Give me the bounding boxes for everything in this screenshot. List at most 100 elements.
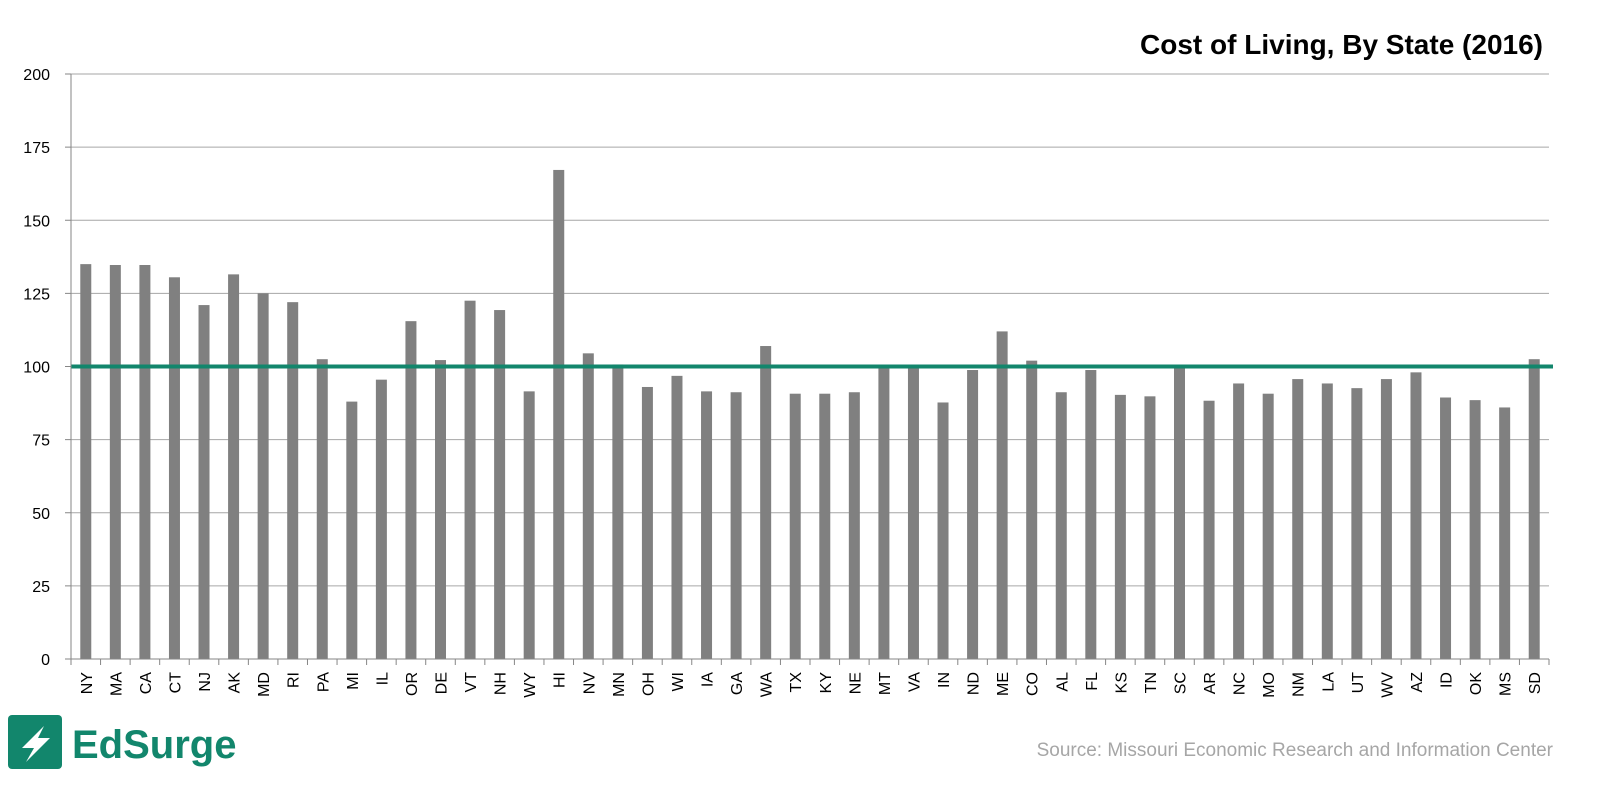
bar-ar xyxy=(1203,400,1215,659)
bar-tx xyxy=(789,393,801,659)
bar-in xyxy=(937,402,949,659)
x-tick-label: GA xyxy=(729,672,746,695)
bar-de xyxy=(435,360,446,659)
bar-fl xyxy=(1085,370,1097,659)
bar-pa xyxy=(316,359,328,659)
bar-mn xyxy=(612,364,624,659)
x-tick-label: MO xyxy=(1261,672,1278,698)
x-tick-label: MA xyxy=(108,672,125,696)
bar-ca xyxy=(139,265,151,659)
chart-title: Cost of Living, By State (2016) xyxy=(1140,29,1543,60)
x-tick-label: MS xyxy=(1498,672,1515,696)
x-tick-label: KS xyxy=(1113,672,1130,693)
x-tick-label: AK xyxy=(227,672,244,694)
x-tick-label: AL xyxy=(1054,672,1071,692)
bar-tn xyxy=(1144,396,1156,659)
bar-ne xyxy=(848,392,860,659)
x-tick-label: ME xyxy=(995,672,1012,696)
bar-mi xyxy=(346,401,358,659)
x-tick-label: HI xyxy=(552,672,569,688)
x-tick-label: ND xyxy=(966,672,983,695)
x-tick-label: KY xyxy=(818,672,835,694)
brand-name: EdSurge xyxy=(72,723,236,767)
bar-co xyxy=(1026,360,1038,659)
bar-ut xyxy=(1351,388,1363,659)
x-tick-label: AR xyxy=(1202,672,1219,694)
x-tick-label: MN xyxy=(611,672,628,697)
x-tick-label: CO xyxy=(1025,672,1042,696)
bar-sd xyxy=(1528,359,1540,659)
x-tick-label: TX xyxy=(788,672,805,693)
bar-vt xyxy=(464,300,476,659)
x-tick-label: MI xyxy=(345,672,362,690)
bar-nc xyxy=(1233,383,1245,659)
x-tick-label: NE xyxy=(847,672,864,694)
x-tick-label: NY xyxy=(79,672,96,695)
y-tick-label: 150 xyxy=(23,213,50,230)
x-tick-label: FL xyxy=(1084,672,1101,691)
x-tick-label: OK xyxy=(1468,672,1485,695)
x-tick-label: UT xyxy=(1350,672,1367,694)
y-tick-label: 125 xyxy=(23,286,50,303)
bar-ga xyxy=(730,392,742,659)
y-tick-label: 50 xyxy=(32,506,50,523)
bar-me xyxy=(996,331,1008,659)
x-tick-label: IA xyxy=(700,672,717,687)
x-tick-label: IL xyxy=(374,672,391,685)
x-tick-label: RI xyxy=(286,672,303,688)
source-note: Source: Missouri Economic Research and I… xyxy=(1037,740,1554,761)
x-tick-label: OH xyxy=(640,672,657,696)
x-tick-label: CA xyxy=(138,672,155,695)
bars xyxy=(80,169,1540,659)
x-tick-label: VT xyxy=(463,672,480,693)
bar-nv xyxy=(582,353,594,659)
bar-nh xyxy=(494,310,506,659)
x-tick-label: LA xyxy=(1320,672,1337,692)
bar-id xyxy=(1440,397,1452,659)
bar-oh xyxy=(641,386,653,659)
bar-md xyxy=(257,293,269,659)
x-tick-label: CT xyxy=(167,672,184,694)
bar-wa xyxy=(760,346,772,659)
bar-va xyxy=(907,366,919,659)
y-tick-label: 75 xyxy=(32,433,50,450)
bar-la xyxy=(1321,383,1333,659)
x-tick-label: NV xyxy=(581,672,598,695)
bar-ms xyxy=(1499,407,1511,659)
y-tick-label: 25 xyxy=(32,579,50,596)
bar-wi xyxy=(671,375,683,659)
x-tick-label: DE xyxy=(434,672,451,694)
edsurge-logo: EdSurge xyxy=(8,715,236,769)
bar-ri xyxy=(287,302,299,659)
bar-wy xyxy=(523,391,535,659)
bar-az xyxy=(1410,372,1422,659)
x-tick-label: NH xyxy=(493,672,510,695)
x-tick-label: VA xyxy=(906,672,923,692)
bar-al xyxy=(1055,392,1067,659)
y-tick-label: 100 xyxy=(23,360,50,377)
x-tick-label: WA xyxy=(759,672,776,698)
x-tick-label: MD xyxy=(256,672,273,697)
x-tick-label: WV xyxy=(1379,672,1396,698)
x-tick-label: WI xyxy=(670,672,687,692)
x-tick-label: OR xyxy=(404,672,421,696)
bar-or xyxy=(405,321,417,659)
y-axis: 0 25 50 75 100 125 150 175 200 xyxy=(23,67,71,669)
bar-wv xyxy=(1380,379,1392,659)
bar-nj xyxy=(198,305,210,659)
bar-ks xyxy=(1114,394,1126,659)
category-labels: NY MA CA CT NJ AK MD RI PA MI IL OR DE VT NH WY HI NV MN OH… xyxy=(79,672,1544,698)
x-tick-label: PA xyxy=(315,672,332,692)
bar-nm xyxy=(1292,379,1304,659)
x-tick-label: NC xyxy=(1232,672,1249,695)
x-tick-label: NM xyxy=(1291,672,1308,697)
bar-ak xyxy=(228,274,240,659)
x-tick-label: SC xyxy=(1173,672,1190,694)
x-tick-label: AZ xyxy=(1409,672,1426,693)
bar-mt xyxy=(878,366,890,659)
x-tick-label: TN xyxy=(1143,672,1160,693)
bar-ky xyxy=(819,393,831,659)
bar-ok xyxy=(1469,400,1481,659)
x-tick-label: IN xyxy=(936,672,953,688)
